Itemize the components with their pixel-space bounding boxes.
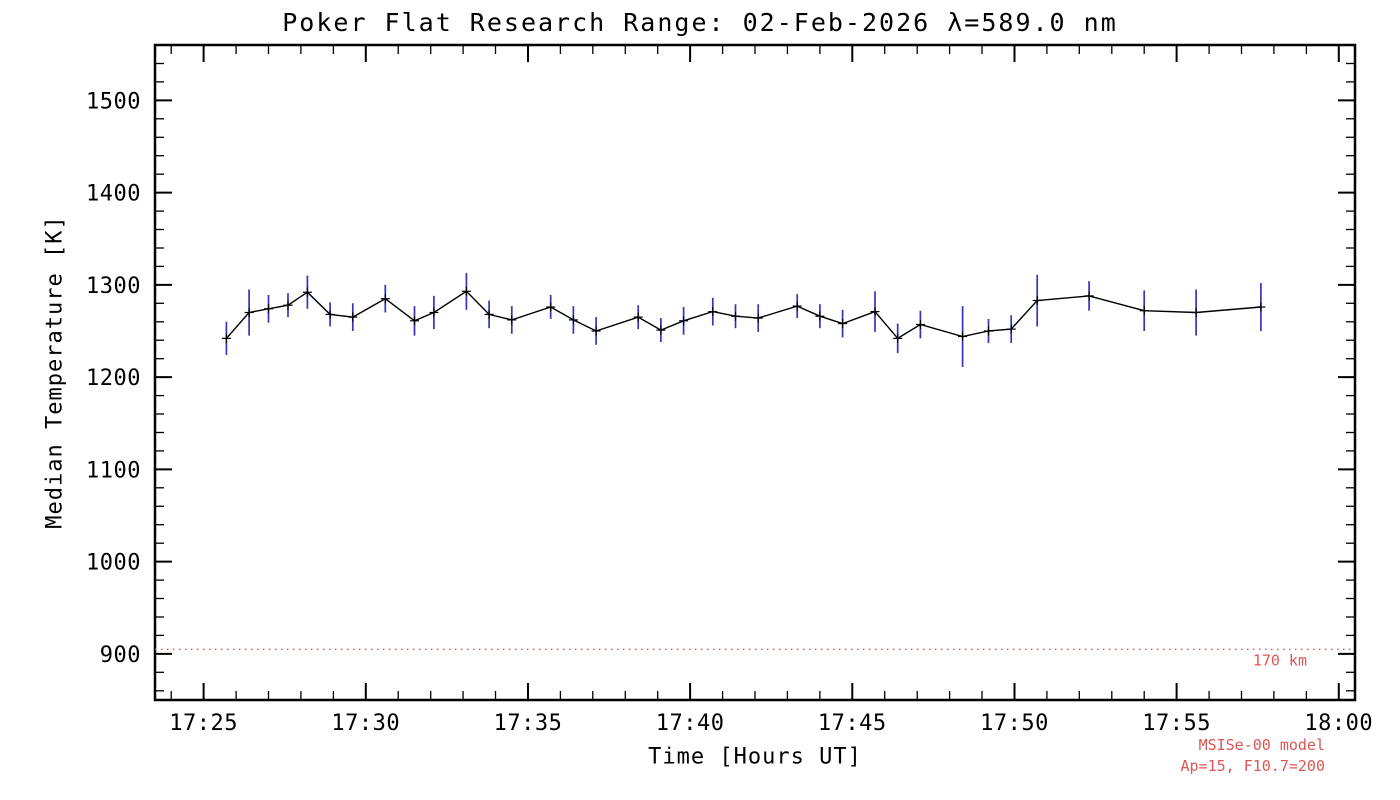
error-bars <box>225 272 1262 367</box>
model-params-annotation: Ap=15, F10.7=200 <box>1180 757 1326 775</box>
svg-text:18:00: 18:00 <box>1304 711 1373 736</box>
svg-text:17:30: 17:30 <box>331 711 400 736</box>
axes: 17:25 17:30 17:35 17:40 17:45 17:50 17:55 18:00… <box>86 43 1373 736</box>
svg-text:17:35: 17:35 <box>494 711 563 736</box>
svg-text:17:45: 17:45 <box>818 711 887 736</box>
svg-text:900: 900 <box>100 643 141 668</box>
svg-text:170 km: 170 km <box>1253 651 1307 669</box>
svg-text:17:55: 17:55 <box>1142 711 1211 736</box>
svg-text:17:40: 17:40 <box>656 711 725 736</box>
svg-text:17:50: 17:50 <box>980 711 1049 736</box>
svg-text:17:25: 17:25 <box>169 711 238 736</box>
chart-title: Poker Flat Research Range: 02-Feb-2026 λ… <box>282 8 1118 37</box>
svg-text:1500: 1500 <box>86 89 141 114</box>
svg-text:1400: 1400 <box>86 182 141 207</box>
svg-text:1300: 1300 <box>86 274 141 299</box>
x-axis-label: Time [Hours UT] <box>648 744 862 770</box>
svg-text:1000: 1000 <box>86 551 141 576</box>
model-annotation: MSISe-00 model <box>1198 736 1325 754</box>
data-point-markers <box>221 286 1266 343</box>
svg-text:1200: 1200 <box>86 366 141 391</box>
svg-text:1100: 1100 <box>86 458 141 483</box>
reference-line: 170 km <box>155 648 1355 669</box>
